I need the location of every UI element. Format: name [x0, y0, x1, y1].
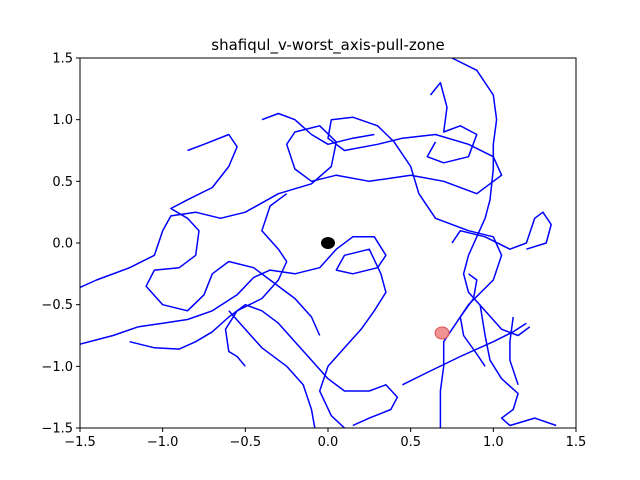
x-tick-label: 0.0 — [318, 435, 339, 450]
trajectory-line-4 — [228, 310, 316, 428]
x-tick-label: −1.0 — [147, 435, 179, 450]
y-axis: −1.5 −1.0 −0.5 0.0 0.5 1.0 1.5 — [41, 52, 80, 437]
x-axis: −1.5 −1.0 −0.5 0.0 0.5 1.0 1.5 — [64, 428, 586, 450]
goal-marker — [434, 326, 450, 340]
y-tick-label: 0.0 — [52, 237, 73, 252]
trajectory-line-9 — [451, 211, 552, 250]
x-tick-label: −1.5 — [64, 435, 96, 450]
y-tick-label: −0.5 — [41, 298, 73, 313]
y-tick-label: 1.5 — [52, 52, 73, 67]
trajectory-line-2 — [80, 236, 387, 428]
y-tick-label: −1.5 — [41, 422, 73, 437]
y-tick-label: 0.5 — [52, 175, 73, 190]
x-tick-label: 1.0 — [483, 435, 504, 450]
x-tick-label: 0.5 — [400, 435, 421, 450]
trajectory-line-6 — [261, 112, 375, 146]
trajectory-line-8 — [426, 81, 478, 164]
trajectory-line-5 — [145, 133, 321, 336]
x-tick-label: 1.5 — [566, 435, 587, 450]
trajectory-line-14 — [459, 273, 486, 367]
marker-layer — [321, 237, 450, 340]
y-tick-label: 1.0 — [52, 113, 73, 128]
origin-marker — [321, 237, 335, 249]
chart-title: shafiqul_v-worst_axis-pull-zone — [211, 36, 444, 55]
trajectory-line-10 — [402, 322, 527, 386]
y-tick-label: −1.0 — [41, 360, 73, 375]
trajectory-line-12 — [509, 316, 519, 386]
x-tick-label: −0.5 — [230, 435, 262, 450]
trajectory-line-1 — [80, 116, 503, 428]
trajectory-line-11 — [479, 304, 557, 427]
trajectory-line-7 — [451, 58, 531, 337]
trajectory-line-13 — [224, 193, 288, 367]
trajectory-line-3 — [129, 303, 399, 427]
series-layer — [80, 58, 557, 428]
